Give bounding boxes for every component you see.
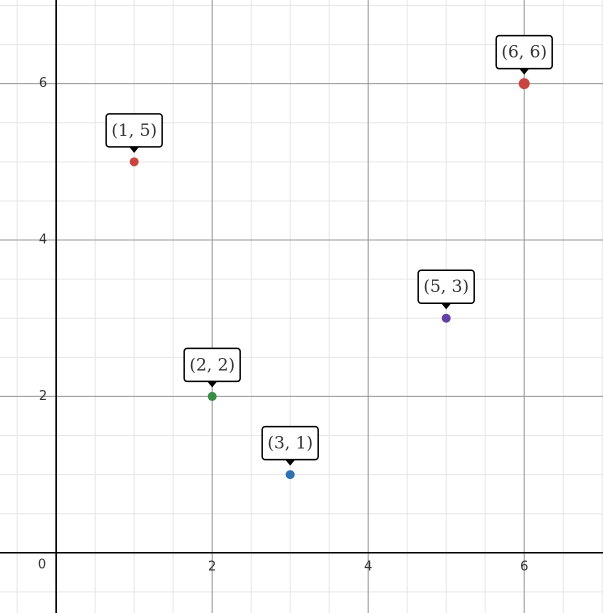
label-text: (1, 5) xyxy=(111,121,157,141)
y-tick-label: 4 xyxy=(39,233,47,248)
point[interactable] xyxy=(129,157,139,167)
point[interactable] xyxy=(207,391,217,401)
label-text: (5, 3) xyxy=(423,277,469,297)
point-label: (1, 5) xyxy=(105,113,163,153)
label-pointer xyxy=(207,381,218,388)
x-tick-label: 6 xyxy=(520,559,528,574)
label-text: (2, 2) xyxy=(189,355,235,375)
point-label: (2, 2) xyxy=(183,347,241,388)
y-tick-label: 2 xyxy=(39,389,47,404)
point[interactable] xyxy=(518,78,530,90)
label-pointer xyxy=(129,146,140,153)
point-label: (5, 3) xyxy=(417,269,475,310)
label-pointer xyxy=(285,459,296,466)
point[interactable] xyxy=(441,313,451,323)
x-tick-label: 2 xyxy=(208,559,216,574)
point-label: (3, 1) xyxy=(261,425,319,466)
label-pointer xyxy=(441,303,452,310)
origin-label: 0 xyxy=(38,557,46,572)
label-text: (6, 6) xyxy=(501,43,547,63)
point[interactable] xyxy=(285,470,295,480)
y-tick-label: 6 xyxy=(39,76,47,91)
point-label: (6, 6) xyxy=(495,34,553,75)
label-text: (3, 1) xyxy=(267,434,313,454)
label-pointer xyxy=(519,68,530,75)
x-tick-label: 4 xyxy=(364,559,372,574)
